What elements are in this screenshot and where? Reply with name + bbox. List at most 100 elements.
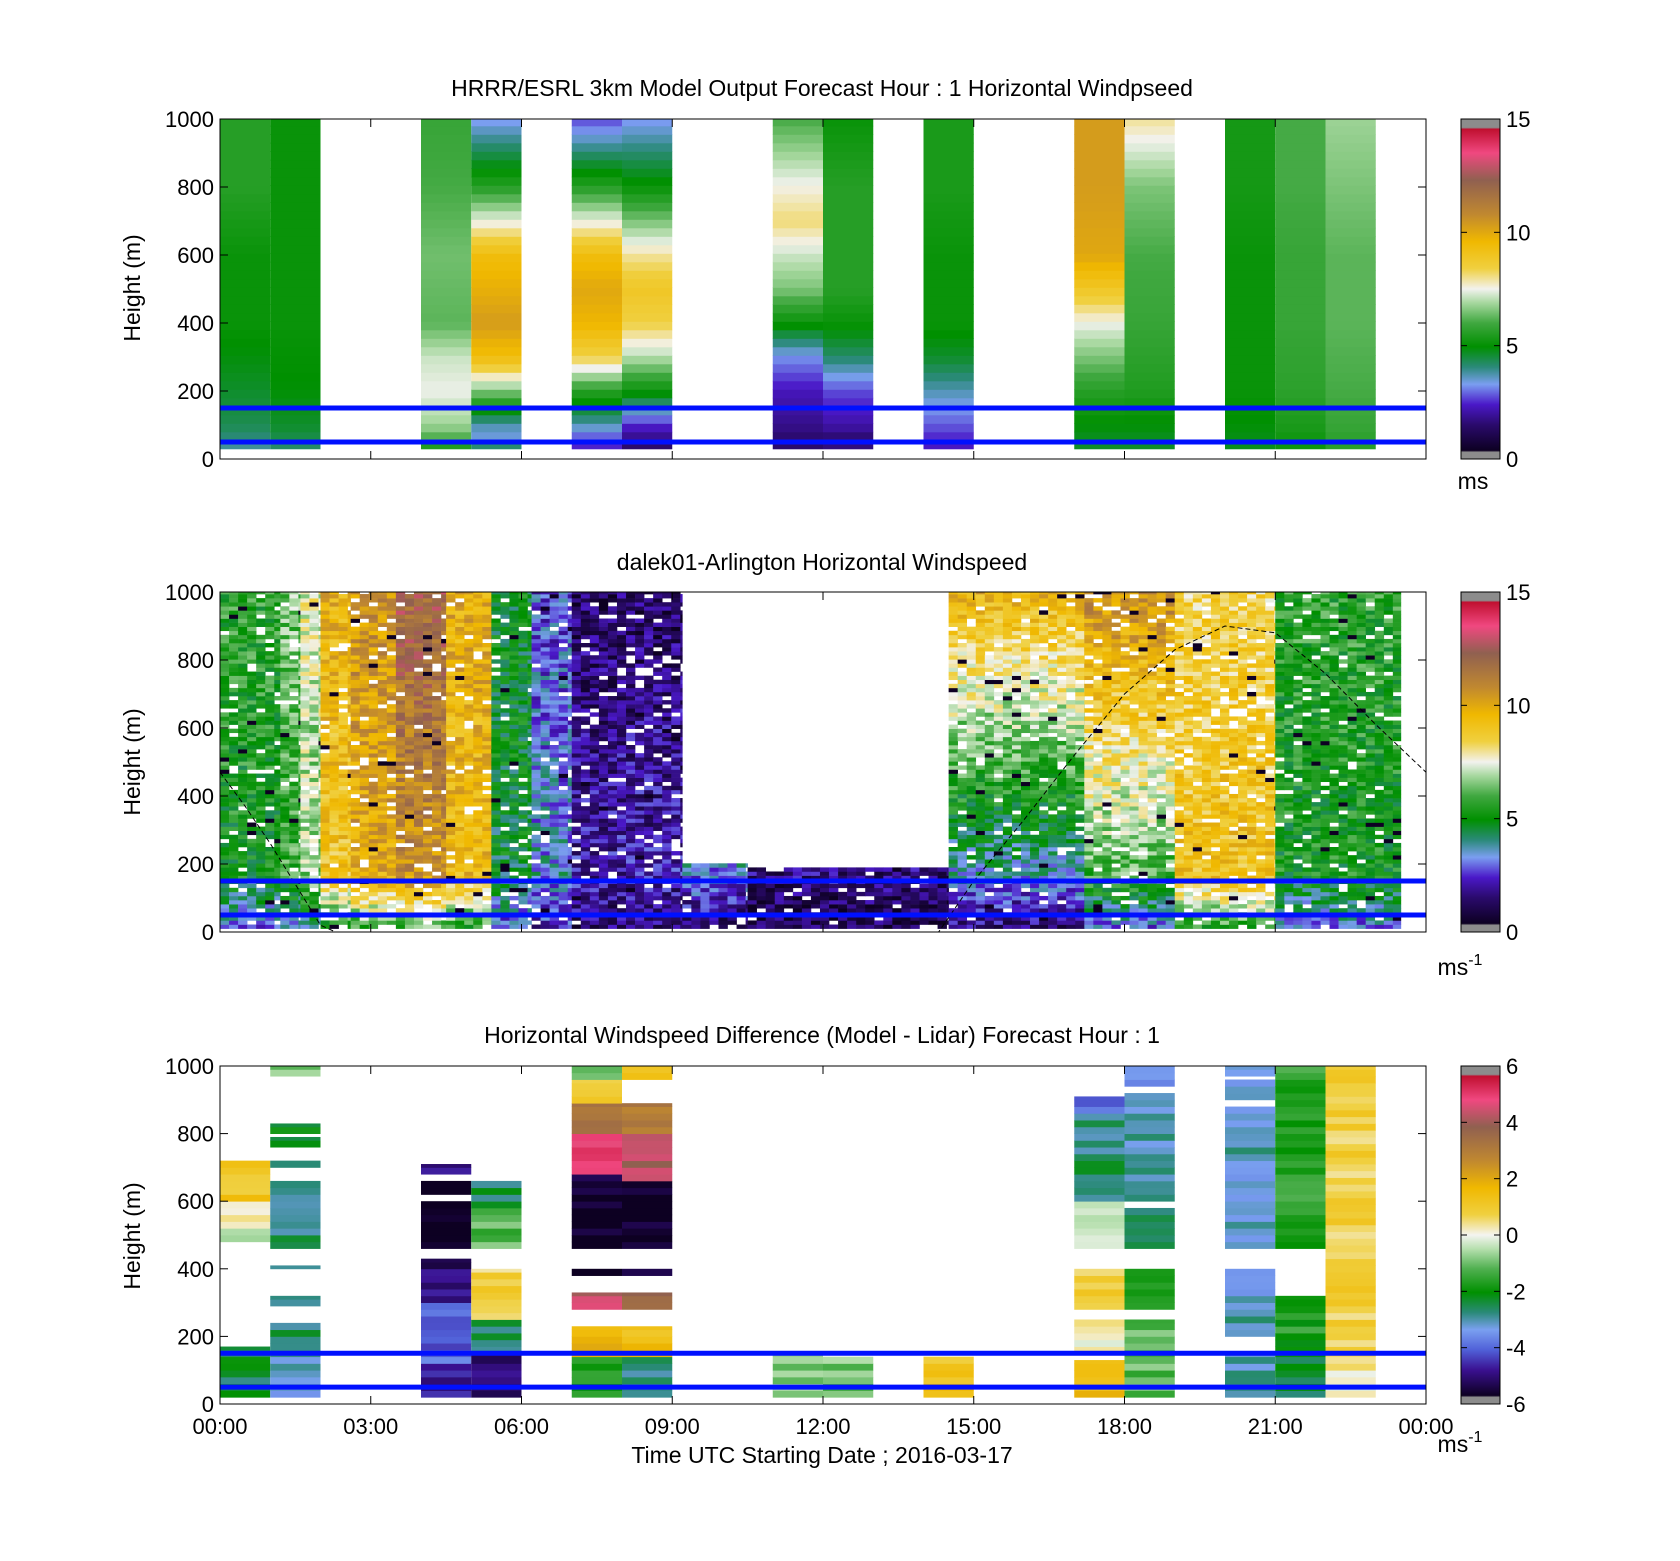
heatmap-cell xyxy=(509,630,519,636)
heatmap-cell xyxy=(567,708,573,713)
heatmap-cell xyxy=(671,740,681,746)
heatmap-cell xyxy=(571,312,622,322)
heatmap-cell xyxy=(589,887,600,893)
heatmap-cell xyxy=(256,761,266,766)
heatmap-cell xyxy=(329,781,339,787)
heatmap-cell xyxy=(571,679,582,685)
heatmap-cell xyxy=(607,761,618,766)
heatmap-cell xyxy=(359,638,370,644)
heatmap-cell xyxy=(338,704,348,709)
heatmap-cell xyxy=(300,594,310,599)
heatmap-cell xyxy=(598,822,609,827)
heatmap-cell xyxy=(318,659,321,664)
heatmap-cell xyxy=(644,647,654,652)
heatmap-cell xyxy=(635,875,645,880)
heatmap-cell xyxy=(635,736,645,742)
heatmap-cell xyxy=(653,916,663,921)
heatmap-cell xyxy=(423,802,433,807)
heatmap-cell xyxy=(509,594,519,599)
heatmap-cell xyxy=(413,638,424,644)
heatmap-cell xyxy=(598,859,609,864)
heatmap-cell xyxy=(350,757,360,762)
heatmap-cell xyxy=(289,720,299,725)
heatmap-cell xyxy=(377,887,388,893)
heatmap-cell xyxy=(540,806,550,811)
heatmap-cell xyxy=(413,875,424,880)
heatmap-cell xyxy=(635,732,645,738)
heatmap-cell xyxy=(329,622,339,627)
heatmap-cell xyxy=(567,704,573,709)
heatmap-cell xyxy=(626,830,636,836)
heatmap-cell xyxy=(320,814,330,819)
heatmap-cell xyxy=(607,887,618,893)
heatmap-cell xyxy=(772,338,823,348)
heatmap-cell xyxy=(247,610,257,615)
heatmap-cell xyxy=(350,651,360,656)
heatmap-cell xyxy=(635,757,645,762)
heatmap-cell xyxy=(482,675,492,681)
heatmap-cell xyxy=(571,851,582,856)
heatmap-cell xyxy=(473,871,483,876)
heatmap-cell xyxy=(549,614,559,619)
heatmap-cell xyxy=(368,793,379,799)
heatmap-cell xyxy=(359,740,370,746)
heatmap-cell xyxy=(558,883,569,889)
heatmap-cell xyxy=(413,610,424,615)
heatmap-cell xyxy=(580,920,591,925)
heatmap-cell xyxy=(580,700,591,705)
heatmap-cell xyxy=(350,920,360,925)
heatmap-cell xyxy=(270,168,321,178)
heatmap-cell xyxy=(298,622,301,627)
heatmap-cell xyxy=(567,793,573,799)
heatmap-cell xyxy=(395,704,406,709)
heatmap-cell xyxy=(644,704,654,709)
heatmap-cell xyxy=(320,704,330,709)
heatmap-cell xyxy=(607,712,618,717)
heatmap-cell xyxy=(238,757,248,762)
heatmap-cell xyxy=(309,712,319,717)
heatmap-cell xyxy=(368,867,379,872)
heatmap-cell xyxy=(491,630,501,636)
heatmap-cell xyxy=(691,900,701,905)
heatmap-cell xyxy=(653,908,663,913)
heatmap-cell xyxy=(377,781,388,787)
heatmap-cell xyxy=(772,134,823,144)
heatmap-cell xyxy=(359,855,370,860)
heatmap-cell xyxy=(300,798,310,803)
heatmap-cell xyxy=(386,753,397,758)
heatmap-cell xyxy=(662,904,672,909)
heatmap-cell xyxy=(635,769,645,774)
heatmap-cell xyxy=(671,745,681,750)
heatmap-cell xyxy=(626,822,636,827)
heatmap-cell xyxy=(298,761,301,766)
heatmap-cell xyxy=(220,716,230,721)
heatmap-cell xyxy=(270,363,321,373)
heatmap-cell xyxy=(823,244,874,254)
heatmap-cell xyxy=(404,675,415,681)
heatmap-cell xyxy=(772,244,823,254)
heatmap-cell xyxy=(320,859,330,864)
heatmap-cell xyxy=(464,838,474,844)
heatmap-cell xyxy=(432,592,442,595)
heatmap-cell xyxy=(709,920,719,925)
heatmap-cell xyxy=(446,679,456,685)
heatmap-cell xyxy=(540,736,550,742)
heatmap-cell xyxy=(289,810,299,815)
heatmap-cell xyxy=(482,704,492,709)
heatmap-cell xyxy=(772,253,823,263)
heatmap-cell xyxy=(500,720,510,725)
heatmap-cell xyxy=(1124,329,1175,339)
heatmap-cell xyxy=(1225,431,1276,441)
heatmap-cell xyxy=(404,732,415,738)
heatmap-cell xyxy=(220,891,230,897)
heatmap-cell xyxy=(289,630,299,636)
heatmap-cell xyxy=(329,900,339,905)
heatmap-cell xyxy=(540,781,550,787)
heatmap-cell xyxy=(671,708,681,713)
heatmap-cell xyxy=(432,740,442,746)
heatmap-cell xyxy=(558,745,569,750)
heatmap-cell xyxy=(404,724,415,729)
heatmap-cell xyxy=(598,863,609,868)
heatmap-cell xyxy=(386,838,397,844)
heatmap-cell xyxy=(298,834,301,840)
